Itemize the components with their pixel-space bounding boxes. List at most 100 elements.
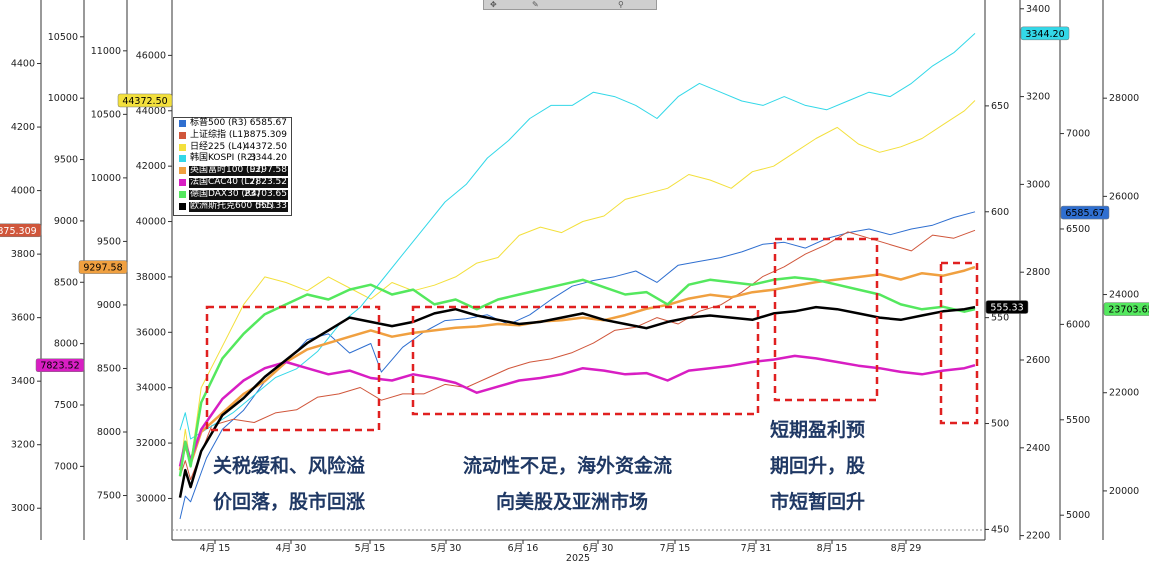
x-tick-label: 6月 30: [583, 543, 614, 554]
legend-item: 韩国KOSPI (R2) 3344.20: [174, 153, 291, 165]
tick-label: 8500: [97, 363, 121, 374]
series-line-L4: [179, 100, 976, 471]
legend-swatch: [179, 178, 186, 186]
value-tag-label: 3344.20: [1025, 29, 1064, 40]
tick-label: 4400: [11, 59, 35, 70]
value-tag-L3: [78, 260, 128, 274]
tick-label: 9000: [54, 216, 78, 227]
tick-label: 2800: [1026, 267, 1050, 278]
x-year-label: 2025: [566, 553, 590, 563]
tick-label: 4200: [11, 122, 35, 133]
annotation-earnings: 短期盈利预 期回升，股 市短暂回升: [770, 412, 865, 520]
legend-item: 标普500 (R3) 6585.67: [174, 118, 291, 130]
tick-label: 7000: [54, 461, 78, 472]
legend-highlight: [189, 201, 288, 212]
legend-label: 法国CAC40 (L2): [190, 176, 259, 187]
legend-item: 日经225 (L4) 44372.50: [174, 142, 291, 154]
x-tick-label: 8月 29: [891, 543, 922, 554]
legend-label: 日经225 (L4): [190, 141, 246, 152]
annotation-box: [773, 237, 879, 402]
tick-label: 38000: [136, 272, 166, 283]
legend-value: 555.33: [255, 200, 288, 211]
tick-label: 24000: [1109, 290, 1139, 301]
value-tag-label: 3875.309: [0, 226, 37, 237]
series-line-R4: [178, 276, 976, 477]
tick-label: 7500: [54, 400, 78, 411]
tick-label: 450: [991, 524, 1009, 535]
tick-label: 3400: [11, 376, 35, 387]
pencil-icon[interactable]: ✎: [532, 0, 539, 9]
tick-label: 42000: [136, 161, 166, 172]
tick-label: 5500: [1066, 415, 1090, 426]
legend-swatch: [179, 167, 186, 175]
annotation-tariff: 关税缓和、风险溢 价回落，股市回涨: [213, 448, 365, 520]
tick-label: 650: [991, 101, 1009, 112]
chart-toolbar[interactable]: ✥ ✎ ⚲: [483, 0, 657, 10]
annotation-line: 向美股及亚洲市场: [496, 491, 649, 513]
tick-label: 3600: [11, 313, 35, 324]
tick-label: 10000: [48, 93, 78, 104]
value-tag-L4: [117, 93, 173, 108]
tick-label: 2400: [1026, 443, 1050, 454]
tick-label: 3200: [11, 440, 35, 451]
legend-label: 欧洲斯托克600 (R1): [190, 200, 275, 211]
tick-label: 44000: [136, 106, 166, 117]
annotation-box: [939, 261, 979, 425]
annotation-line: 关税缓和、风险溢: [213, 455, 366, 477]
magnifier-icon[interactable]: ⚲: [618, 0, 624, 9]
tick-label: 6000: [1066, 319, 1090, 330]
tick-label: 34000: [136, 383, 166, 394]
value-tag-L1: [0, 223, 42, 238]
x-tick-label: 8月 15: [817, 543, 848, 554]
value-tag-label: 6585.67: [1065, 208, 1104, 219]
value-tag-R4: [1103, 302, 1149, 316]
tick-label: 8000: [97, 427, 121, 438]
legend-value: 23703.65: [244, 188, 287, 199]
x-tick-label: 7月 31: [741, 543, 772, 554]
legend-item: 英国富时100 (L3) 9297.58: [174, 165, 291, 177]
legend-value: 6585.67: [249, 118, 287, 128]
value-tag-L2: [35, 358, 85, 372]
legend-value: 44372.50: [244, 141, 287, 152]
tick-label: 46000: [136, 50, 166, 61]
legend-value: 3344.20: [249, 153, 287, 164]
tick-label: 11000: [91, 46, 121, 57]
legend-swatch: [179, 202, 186, 210]
annotation-line: 短期盈利预: [770, 419, 866, 441]
annotation-box: [205, 305, 381, 432]
tick-label: 8500: [54, 277, 78, 288]
series-line-R1: [178, 305, 976, 498]
x-tick-label: 7月 15: [660, 543, 691, 554]
legend-label: 上证综指 (L1): [190, 129, 247, 140]
legend-label: 标普500 (R3): [190, 118, 248, 128]
tick-label: 3400: [1026, 4, 1050, 15]
legend-label: 英国富时100 (L3): [190, 165, 264, 176]
tick-label: 6500: [1066, 224, 1090, 235]
legend-label: 韩国KOSPI (R2): [190, 153, 257, 164]
tick-label: 3000: [1026, 179, 1050, 190]
tick-label: 2600: [1026, 355, 1050, 366]
value-tag-label: 44372.50: [122, 96, 167, 107]
legend-value: 3875.309: [244, 129, 287, 140]
tick-label: 3800: [11, 249, 35, 260]
tick-label: 7500: [97, 491, 121, 502]
tick-label: 550: [991, 313, 1009, 324]
tick-label: 2200: [1026, 531, 1050, 542]
legend-label: 德国DAX30 (R4): [190, 188, 261, 199]
tick-label: 10500: [91, 109, 121, 120]
value-tag-label: 555.33: [990, 303, 1023, 314]
hand-icon[interactable]: ✥: [490, 0, 497, 9]
tick-label: 32000: [136, 438, 166, 449]
series-line-R2: [179, 33, 976, 440]
value-tag-R2: [1020, 26, 1070, 41]
legend-value: 9297.58: [249, 165, 287, 176]
tick-label: 9000: [97, 300, 121, 311]
legend-value: 7823.52: [249, 176, 287, 187]
tick-label: 36000: [136, 327, 166, 338]
tick-label: 600: [991, 207, 1009, 218]
tick-label: 40000: [136, 217, 166, 228]
legend-item: 欧洲斯托克600 (R1) 555.33: [174, 201, 291, 213]
legend-item: 上证综指 (L1) 3875.309: [174, 130, 291, 142]
x-tick-label: 5月 30: [431, 543, 462, 554]
